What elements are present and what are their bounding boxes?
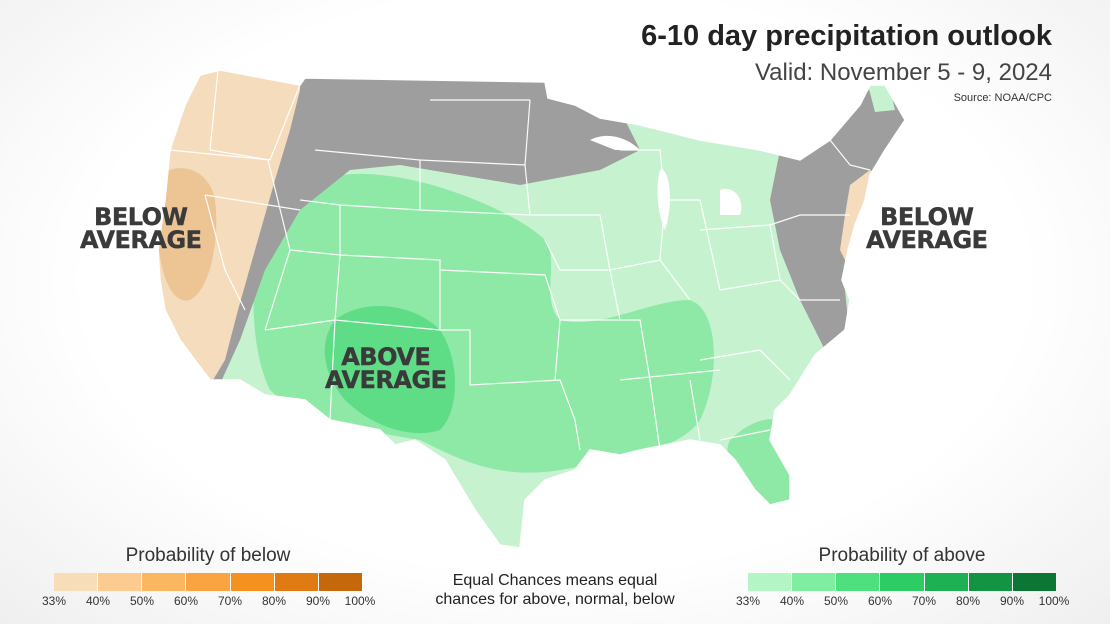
legend-below-title: Probability of below: [125, 545, 291, 566]
legend-below-tick-40: 40%: [85, 594, 111, 608]
legend-below-tick-60: 60%: [173, 594, 199, 608]
state-borders: [169, 69, 871, 451]
center-region-label: ABOVE AVERAGE: [325, 343, 447, 394]
lake-huron: [720, 189, 742, 215]
legend-below-swatch-50: [142, 573, 187, 591]
legend-above-swatch-80: [968, 573, 1013, 591]
legend-below-swatch-40: [98, 573, 143, 591]
legend-below-swatch-80: [274, 573, 319, 591]
equal-chances-note-line-2: chances for above, normal, below: [435, 591, 675, 608]
legend-above-swatch-33: [748, 573, 793, 591]
legend-above-swatch-50: [836, 573, 881, 591]
legend-above-tick-80: 80%: [955, 594, 981, 608]
legend-below-ticks: 33% 40% 50% 60% 70% 80% 90% 100%: [42, 594, 375, 608]
legend-below-bar: [54, 573, 362, 591]
legend-above-tick-70: 70%: [911, 594, 937, 608]
west-label-line-2: AVERAGE: [80, 226, 202, 254]
legend-above-ticks: 33% 40% 50% 60% 70% 80% 90% 100%: [736, 594, 1069, 608]
legend-above-tick-33: 33%: [735, 594, 761, 608]
west-region-label: BELOW AVERAGE: [80, 203, 202, 254]
legend-above-swatch-60: [880, 573, 925, 591]
legend-below-tick-70: 70%: [217, 594, 243, 608]
legend-above-tick-90: 90%: [999, 594, 1025, 608]
legend-below-tick-33: 33%: [41, 594, 67, 608]
legend-below-tick-100: 100%: [344, 594, 376, 608]
legend-below-tick-80: 80%: [261, 594, 287, 608]
lake-superior: [590, 135, 640, 150]
us-outline: [157, 69, 906, 549]
legend-above-swatch-90: [1012, 573, 1056, 591]
lake-michigan: [657, 169, 670, 230]
legend-above-tick-50: 50%: [823, 594, 849, 608]
below-33-west-zone: [158, 70, 300, 385]
legend-above-tick-40: 40%: [779, 594, 805, 608]
legend-above-swatch-70: [924, 573, 969, 591]
legend-above-title: Probability of above: [818, 545, 986, 566]
legend-below-swatch-33: [54, 573, 99, 591]
east-region-label: BELOW AVERAGE: [866, 203, 988, 254]
legend-above-bar: [748, 573, 1056, 591]
source-credit: Source: NOAA/CPC: [953, 92, 1052, 104]
legend-below-swatch-70: [230, 573, 275, 591]
map-subtitle: Valid: November 5 - 9, 2024: [754, 59, 1052, 86]
equal-chances-north-zone: [195, 70, 640, 395]
legend-above-swatch-40: [792, 573, 837, 591]
legend-above-tick-60: 60%: [867, 594, 893, 608]
center-label-line-1: ABOVE: [341, 343, 431, 371]
above-50-zone: [324, 306, 455, 434]
below-40-west-zone: [158, 168, 217, 301]
east-label-line-1: BELOW: [880, 203, 974, 231]
above-40-florida-zone: [727, 419, 800, 520]
legend-below-swatch-60: [186, 573, 231, 591]
equal-chances-note: Equal Chances means equal chances for ab…: [392, 571, 718, 609]
center-label-line-2: AVERAGE: [325, 366, 447, 394]
east-label-line-2: AVERAGE: [866, 226, 988, 254]
equal-chances-note-line-1: Equal Chances means equal: [452, 572, 658, 589]
legend-below-tick-90: 90%: [305, 594, 331, 608]
west-label-line-1: BELOW: [94, 203, 188, 231]
legend-below-swatch-90: [318, 573, 362, 591]
legend-above-tick-100: 100%: [1038, 594, 1070, 608]
legend-below-tick-50: 50%: [129, 594, 155, 608]
map-title: 6-10 day precipitation outlook: [641, 20, 1052, 52]
